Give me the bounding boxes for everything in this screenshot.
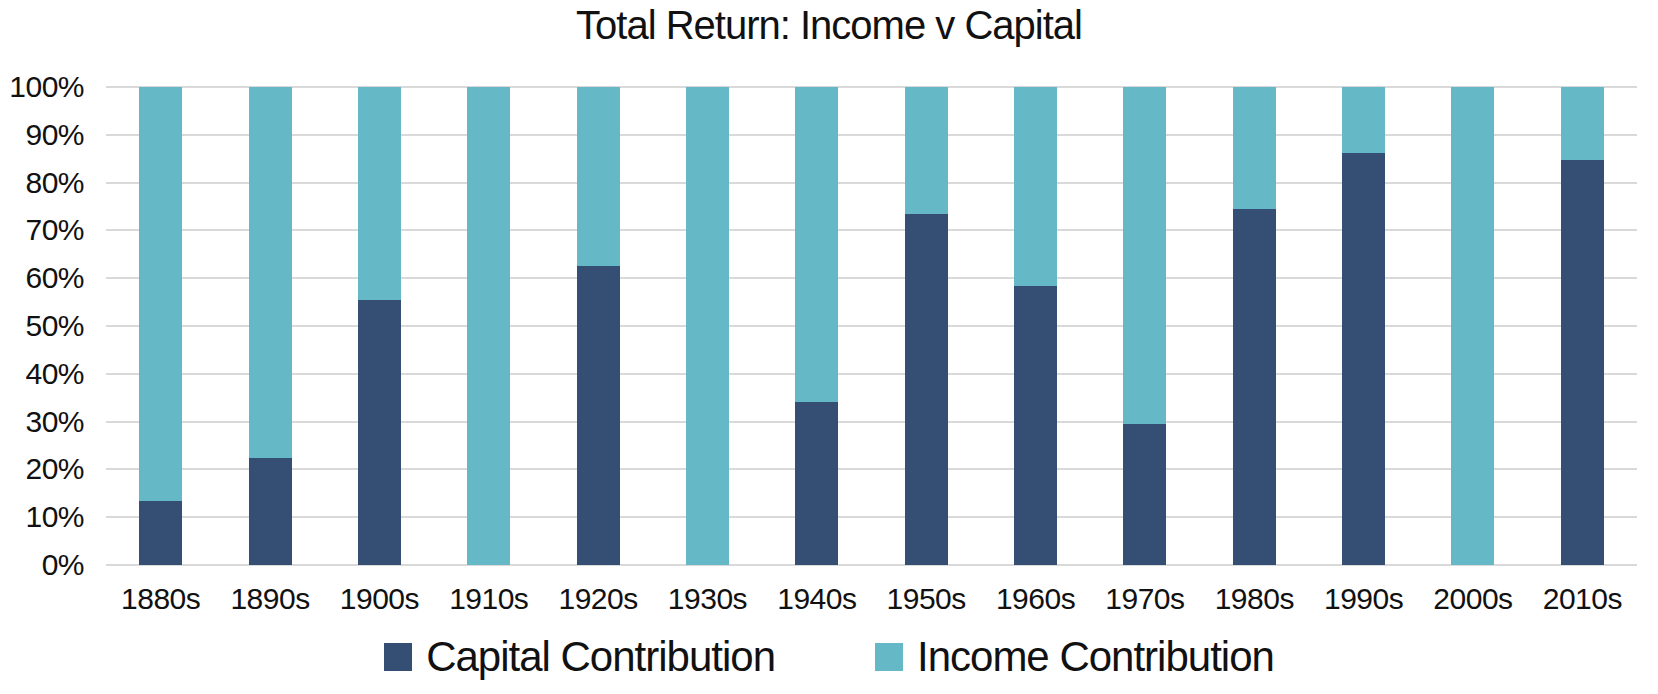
- plot-area: [106, 87, 1637, 565]
- x-tick-label-1920s: 1920s: [543, 582, 652, 616]
- x-tick-label-1940s: 1940s: [762, 582, 871, 616]
- bar-column-1970s: [1090, 87, 1199, 565]
- bar-1900s: [358, 87, 401, 565]
- bar-column-1950s: [872, 87, 981, 565]
- bar-segment-1950s-income-contribution: [905, 87, 948, 214]
- y-tick-label: 90%: [25, 118, 84, 152]
- bar-column-2010s: [1528, 87, 1637, 565]
- y-tick-label: 100%: [9, 70, 84, 104]
- y-tick-label: 80%: [25, 166, 84, 200]
- bar-1960s: [1014, 87, 1057, 565]
- x-tick-label-2010s: 2010s: [1528, 582, 1637, 616]
- y-axis: 0%10%20%30%40%50%60%70%80%90%100%: [0, 87, 84, 565]
- bar-segment-1880s-capital-contribution: [139, 501, 182, 565]
- bars-container: [106, 87, 1637, 565]
- bar-column-1890s: [215, 87, 324, 565]
- bar-segment-1990s-income-contribution: [1342, 87, 1385, 153]
- legend-item-capital-contribution: Capital Contribution: [384, 633, 775, 681]
- bar-segment-1960s-income-contribution: [1014, 87, 1057, 286]
- x-tick-label-1930s: 1930s: [653, 582, 762, 616]
- bar-1990s: [1342, 87, 1385, 565]
- bar-segment-2010s-income-contribution: [1561, 87, 1604, 160]
- x-tick-label-1880s: 1880s: [106, 582, 215, 616]
- bar-segment-1880s-income-contribution: [139, 87, 182, 501]
- x-tick-label-1970s: 1970s: [1090, 582, 1199, 616]
- bar-segment-1900s-capital-contribution: [358, 300, 401, 565]
- bar-segment-1980s-income-contribution: [1233, 87, 1276, 209]
- y-tick-label: 70%: [25, 213, 84, 247]
- bar-column-1880s: [106, 87, 215, 565]
- bar-segment-2000s-income-contribution: [1451, 87, 1494, 565]
- bar-segment-1890s-capital-contribution: [249, 458, 292, 565]
- y-tick-label: 40%: [25, 357, 84, 391]
- bar-segment-1920s-capital-contribution: [577, 266, 620, 565]
- x-tick-label-1990s: 1990s: [1309, 582, 1418, 616]
- bar-column-1910s: [434, 87, 543, 565]
- y-tick-label: 10%: [25, 500, 84, 534]
- x-tick-label-1890s: 1890s: [215, 582, 324, 616]
- bar-segment-1890s-income-contribution: [249, 87, 292, 458]
- x-tick-label-2000s: 2000s: [1418, 582, 1527, 616]
- bar-1980s: [1233, 87, 1276, 565]
- bar-column-1900s: [325, 87, 434, 565]
- y-tick-label: 0%: [42, 548, 84, 582]
- bar-1880s: [139, 87, 182, 565]
- bar-2000s: [1451, 87, 1494, 565]
- x-tick-label-1950s: 1950s: [872, 582, 981, 616]
- bar-column-1930s: [653, 87, 762, 565]
- x-tick-label-1910s: 1910s: [434, 582, 543, 616]
- bar-segment-2010s-capital-contribution: [1561, 160, 1604, 565]
- bar-1940s: [795, 87, 838, 565]
- y-tick-label: 50%: [25, 309, 84, 343]
- legend-item-income-contribution: Income Contribution: [875, 633, 1274, 681]
- bar-segment-1900s-income-contribution: [358, 87, 401, 300]
- bar-segment-1940s-capital-contribution: [795, 402, 838, 565]
- legend-swatch-icon: [875, 643, 903, 671]
- legend: Capital Contribution Income Contribution: [0, 633, 1658, 681]
- bar-1930s: [686, 87, 729, 565]
- legend-label: Income Contribution: [917, 633, 1274, 681]
- bar-segment-1980s-capital-contribution: [1233, 209, 1276, 565]
- bar-column-1920s: [543, 87, 652, 565]
- y-tick-label: 60%: [25, 261, 84, 295]
- x-tick-label-1900s: 1900s: [325, 582, 434, 616]
- y-tick-label: 20%: [25, 452, 84, 486]
- bar-column-1960s: [981, 87, 1090, 565]
- bar-segment-1930s-income-contribution: [686, 87, 729, 565]
- bar-segment-1990s-capital-contribution: [1342, 153, 1385, 565]
- bar-column-2000s: [1418, 87, 1527, 565]
- chart-title: Total Return: Income v Capital: [0, 3, 1658, 48]
- bar-column-1980s: [1200, 87, 1309, 565]
- legend-swatch-icon: [384, 643, 412, 671]
- bar-2010s: [1561, 87, 1604, 565]
- bar-segment-1970s-income-contribution: [1123, 87, 1166, 424]
- bar-segment-1950s-capital-contribution: [905, 214, 948, 565]
- bar-segment-1920s-income-contribution: [577, 87, 620, 266]
- bar-1910s: [467, 87, 510, 565]
- x-tick-label-1980s: 1980s: [1200, 582, 1309, 616]
- bar-1920s: [577, 87, 620, 565]
- bar-column-1940s: [762, 87, 871, 565]
- stacked-bar-chart: Total Return: Income v Capital 0% 10% 20% 3…: [0, 0, 1658, 694]
- bar-segment-1960s-capital-contribution: [1014, 286, 1057, 565]
- bar-1890s: [249, 87, 292, 565]
- bar-segment-1940s-income-contribution: [795, 87, 838, 402]
- x-axis: 1880s1890s1900s1910s1920s1930s1940s1950s…: [106, 582, 1637, 616]
- bar-segment-1910s-income-contribution: [467, 87, 510, 565]
- y-tick-label: 30%: [25, 405, 84, 439]
- bar-1970s: [1123, 87, 1166, 565]
- bar-segment-1970s-capital-contribution: [1123, 424, 1166, 565]
- bar-1950s: [905, 87, 948, 565]
- legend-label: Capital Contribution: [426, 633, 775, 681]
- x-tick-label-1960s: 1960s: [981, 582, 1090, 616]
- bar-column-1990s: [1309, 87, 1418, 565]
